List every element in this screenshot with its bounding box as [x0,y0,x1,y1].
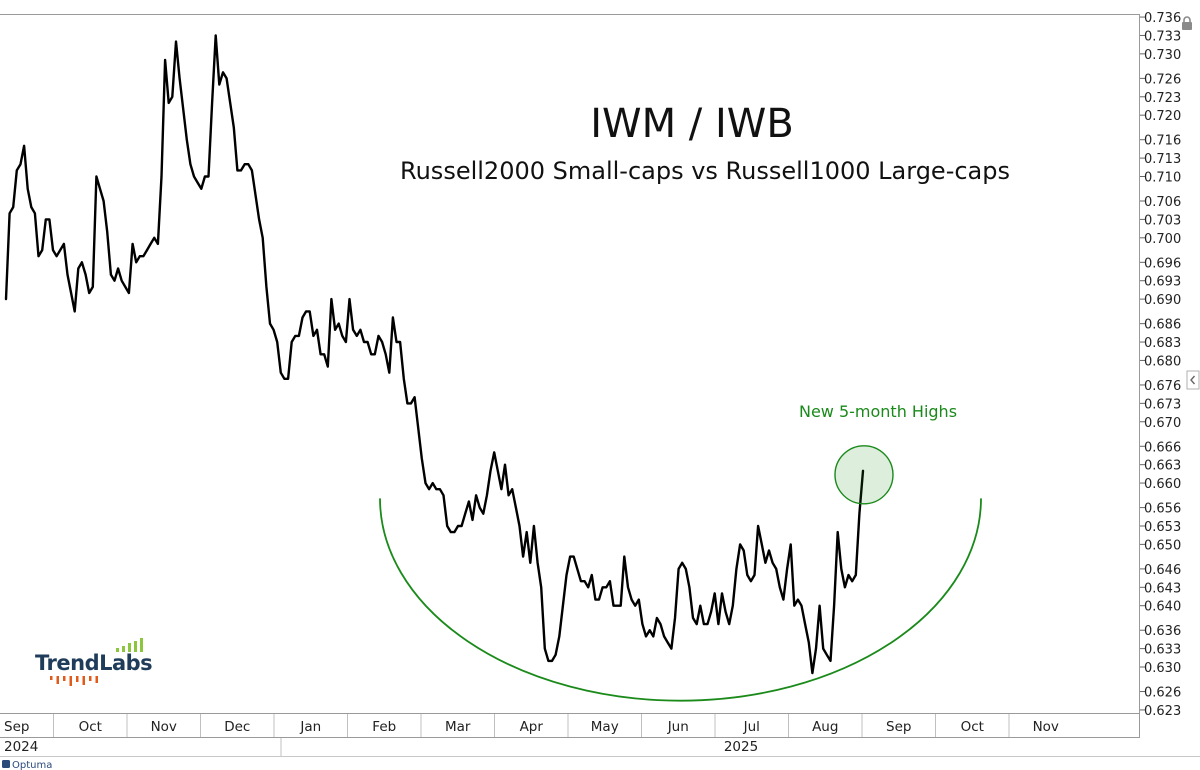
y-tick-label: 0.686 [1144,318,1181,333]
optuma-logo-icon [2,760,10,768]
y-tick-label: 0.720 [1144,109,1181,124]
logo-tick [56,676,59,684]
x-month-label: Nov [1033,719,1059,735]
y-tick-label: 0.633 [1144,643,1181,658]
y-tick-label: 0.666 [1144,440,1181,455]
x-month-label: Sep [886,719,911,735]
collapse-arrow-icon[interactable] [1186,370,1200,390]
x-year-label: 2024 [4,739,38,755]
logo-tick [89,676,92,681]
y-tick-label: 0.726 [1144,72,1181,87]
series-line [4,34,865,675]
logo-bars-icon [116,638,143,652]
logo-bar [128,643,131,652]
y-tick-label: 0.623 [1144,704,1181,719]
y-tick-label: 0.636 [1144,624,1181,639]
y-tick-label: 0.646 [1144,563,1181,578]
y-tick-label: 0.716 [1144,134,1181,149]
y-tick-label: 0.733 [1144,29,1181,44]
x-month-label: May [591,719,619,735]
chart-subtitle: Russell2000 Small-caps vs Russell1000 La… [400,157,1010,185]
logo-tick [95,676,98,683]
trendlabs-logo: TrendLabs [35,638,153,686]
y-tick-label: 0.696 [1144,256,1181,271]
y-tick-label: 0.643 [1144,581,1181,596]
y-tick-label: 0.670 [1144,416,1181,431]
y-tick-label: 0.713 [1144,152,1181,167]
y-tick-label: 0.626 [1144,686,1181,701]
y-tick-label: 0.640 [1144,600,1181,615]
logo-tick [50,676,53,680]
logo-bar [116,648,119,652]
y-tick-label: 0.723 [1144,91,1181,106]
y-tick-label: 0.700 [1144,232,1181,247]
rounding-bottom-arc [379,498,982,702]
x-year-label: 2025 [724,739,758,755]
x-month-label: Dec [224,719,250,735]
credit-text: Optuma [12,760,52,770]
x-month-label: Jan [299,719,321,735]
x-month-label: Nov [151,719,177,735]
logo-tick [76,676,79,682]
y-tick-label: 0.673 [1144,397,1181,412]
y-tick-label: 0.693 [1144,275,1181,290]
y-tick-label: 0.660 [1144,477,1181,492]
x-axis: Sep Oct Nov Dec Jan Feb Mar Apr May Jun Jul Aug Sep O… [4,714,1059,756]
x-month-label: Feb [372,719,396,735]
logo-tick [82,676,85,685]
y-tick-label: 0.630 [1144,661,1181,676]
x-month-label: Apr [520,719,544,735]
plot-frame [0,14,1200,757]
y-tick-label: 0.656 [1144,502,1181,517]
x-month-label: Mar [445,719,471,735]
logo-bar [140,638,143,652]
y-tick-label: 0.690 [1144,293,1181,308]
x-month-label: Jun [667,719,689,735]
y-axis: 0.623 0.626 0.630 0.633 0.636 0.640 0.643 0.646… [1140,11,1181,719]
x-month-label: Aug [812,719,838,735]
y-tick-label: 0.703 [1144,213,1181,228]
y-tick-label: 0.663 [1144,459,1181,474]
logo-tick [63,676,66,681]
logo-text: TrendLabs [35,651,152,675]
y-tick-label: 0.650 [1144,538,1181,553]
y-tick-label: 0.683 [1144,336,1181,351]
optuma-credit: Optuma [2,760,52,770]
highlight-circle [834,445,894,505]
logo-ticks-icon [50,676,98,686]
lock-icon[interactable] [1182,16,1192,30]
logo-bar [122,646,125,652]
y-tick-label: 0.653 [1144,520,1181,535]
logo-bar [134,641,137,652]
x-month-label: Oct [961,719,984,735]
y-tick-label: 0.680 [1144,354,1181,369]
chart-title: IWM / IWB [590,101,794,147]
x-month-label: Jul [743,719,760,735]
y-tick-label: 0.730 [1144,48,1181,63]
y-tick-label: 0.676 [1144,379,1181,394]
logo-tick [69,676,72,686]
annotation-label: New 5-month Highs [799,402,957,421]
y-tick-label: 0.736 [1144,11,1181,26]
x-month-label: Oct [79,719,102,735]
y-tick-label: 0.710 [1144,170,1181,185]
y-tick-label: 0.706 [1144,195,1181,210]
x-month-label: Sep [4,719,29,735]
